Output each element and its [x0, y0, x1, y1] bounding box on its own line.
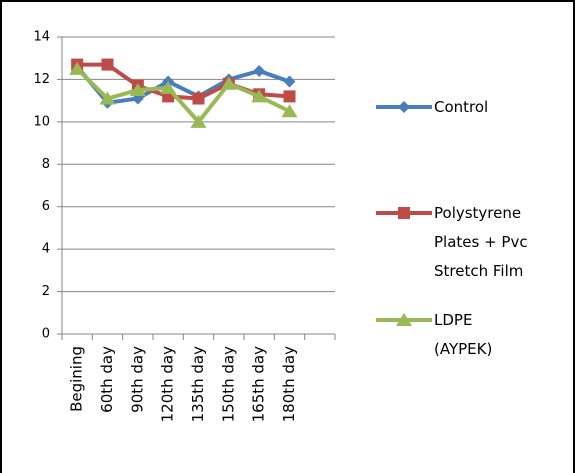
- marker: [220, 76, 237, 90]
- marker: [281, 104, 298, 118]
- x-tick-label: Begining: [68, 346, 86, 412]
- x-tick-label: 120th day: [159, 346, 177, 423]
- y-tick-label: 6: [42, 199, 50, 214]
- y-tick-label: 2: [42, 284, 50, 299]
- marker: [398, 207, 410, 219]
- legend-label: Control: [434, 98, 489, 116]
- marker: [251, 89, 268, 103]
- x-tick-label: 180th day: [280, 346, 298, 423]
- legend-label: Polystyrene Plates + Pvc Stretch Film: [434, 204, 528, 280]
- marker: [283, 90, 296, 103]
- x-tick-label: 135th day: [189, 346, 207, 423]
- y-tick-label: 14: [33, 30, 50, 45]
- legend-label: LDPE (AYPEK): [434, 311, 493, 358]
- marker: [192, 92, 205, 105]
- marker: [129, 83, 146, 97]
- marker: [99, 91, 116, 105]
- marker: [398, 101, 410, 113]
- y-tick-label: 8: [42, 157, 50, 172]
- marker: [396, 313, 412, 326]
- y-tick-label: 0: [42, 327, 50, 342]
- x-tick-label: 60th day: [98, 346, 116, 413]
- marker: [190, 114, 207, 128]
- series-line: [75, 67, 291, 124]
- marker: [283, 75, 296, 88]
- marker: [160, 80, 177, 94]
- marker: [253, 64, 266, 77]
- marker: [69, 61, 86, 75]
- x-tick-label: 150th day: [219, 346, 237, 423]
- marker: [101, 58, 114, 71]
- x-tick-label: 165th day: [250, 346, 268, 423]
- x-tick-label: 90th day: [128, 346, 146, 413]
- y-tick-label: 10: [33, 114, 50, 129]
- y-tick-label: 12: [33, 72, 50, 87]
- y-tick-label: 4: [42, 242, 50, 257]
